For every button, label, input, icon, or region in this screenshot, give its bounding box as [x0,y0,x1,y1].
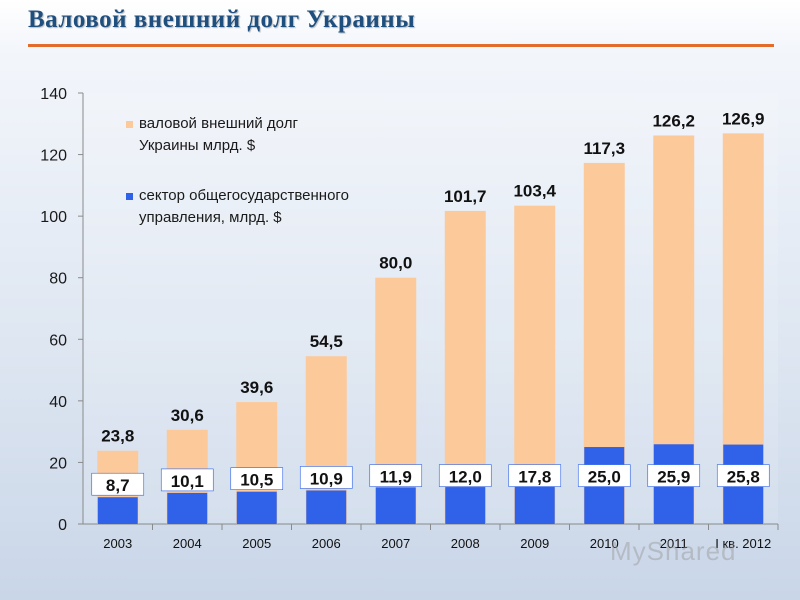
data-label-public: 12,0 [449,468,482,487]
x-tick-label: 2003 [103,536,132,551]
bar-public-sector [375,487,416,524]
legend-line: валовой внешний долг [139,115,298,132]
data-label-box [647,464,701,487]
legend-swatch [126,121,133,128]
data-label-gross: 54,5 [310,332,343,351]
slide-title: Валовой внешний долг Украины [28,6,416,33]
y-tick-label: 40 [49,394,67,411]
bar-public-sector [236,491,277,524]
y-tick-label: 80 [49,271,67,288]
y-tick-label: 120 [40,148,67,165]
data-label-gross: 103,4 [513,182,556,201]
data-label-gross: 39,6 [240,378,273,397]
data-label-public: 17,8 [518,468,551,487]
data-label-gross: 80,0 [379,254,412,273]
legend-line: управления, млрд. $ [139,209,282,226]
legend-label: сектор общегосударственного управления, м… [139,187,349,226]
bar-public-sector [97,497,138,524]
data-label-box [91,472,145,496]
bar-public-sector [445,487,486,524]
data-label-public: 25,8 [727,468,760,487]
data-label-box [438,464,492,487]
data-label-box [230,467,284,490]
data-label-gross: 117,3 [583,139,625,158]
x-tick-label: 2007 [381,536,410,551]
legend-line: Украины млрд. $ [139,137,256,154]
y-tick-label: 100 [40,209,67,226]
data-label-public: 8,7 [106,476,130,495]
data-label-public: 11,9 [380,468,412,487]
data-label-public: 25,0 [588,468,621,487]
y-tick-label: 20 [49,455,67,472]
data-label-public: 10,9 [310,469,343,488]
data-label-public: 10,1 [171,472,204,491]
x-tick-label: 2009 [520,536,549,551]
data-label-gross: 126,2 [652,111,695,130]
x-tick-label: 2006 [312,536,341,551]
watermark: MyShared [610,536,737,566]
y-tick-label: 140 [40,86,67,103]
data-label-public: 10,5 [240,471,273,490]
x-tick-label: 2010 [590,536,619,551]
title-underline [28,44,774,47]
legend-line: сектор общегосударственного [139,187,349,204]
bar-public-sector [167,492,208,524]
data-label-box [160,468,214,492]
data-label-box [299,466,353,489]
data-label-public: 25,9 [657,468,690,487]
legend-swatch [126,193,133,200]
x-tick-label: 2004 [173,536,202,551]
x-tick-label: 2011 [660,536,688,551]
data-label-box [577,464,631,487]
x-tick-label: 2005 [242,536,271,551]
legend-label: валовой внешний долг Украины млрд. $ [139,115,298,154]
bar-public-sector [306,490,347,524]
data-label-gross: 23,8 [101,427,134,446]
bar-gross-debt [375,277,417,524]
data-label-box [508,464,562,487]
data-label-gross: 101,7 [444,187,487,206]
data-label-gross: 126,9 [722,109,765,128]
y-tick-label: 60 [49,332,67,349]
x-tick-label: I кв. 2012 [715,536,771,551]
x-tick-label: 2008 [451,536,480,551]
data-label-box [369,464,423,487]
y-tick-label: 0 [58,517,67,534]
data-label-gross: 30,6 [171,406,204,425]
data-label-box [716,464,770,487]
